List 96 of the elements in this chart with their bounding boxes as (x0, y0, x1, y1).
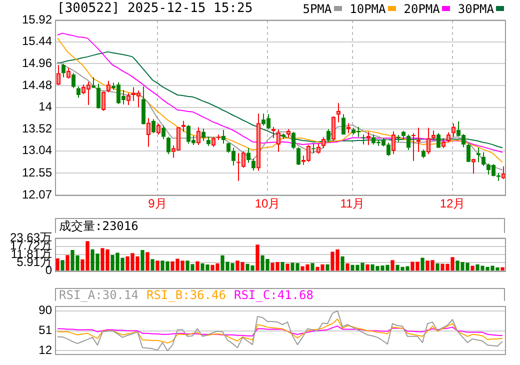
candlestick (446, 132, 450, 143)
text: RSI_B:36.46 (146, 288, 226, 302)
y-tick-label: 12.07 (22, 187, 52, 202)
bar (500, 267, 504, 271)
y-tick-label: 15.92 (22, 12, 52, 26)
y-tick-label: 13.52 (22, 121, 52, 136)
candlestick (146, 118, 150, 148)
y-tick-label: 15.44 (22, 34, 52, 48)
candlestick (482, 152, 486, 166)
candlestick (416, 127, 420, 152)
candlestick (316, 143, 320, 154)
chart-title: 成交量:23016 (59, 219, 138, 233)
x-tick-label: 10月 (254, 196, 280, 211)
y-tick-label: 14 (38, 100, 52, 114)
candlestick (476, 147, 480, 163)
bar (56, 258, 60, 271)
x-tick-label: 9月 (148, 196, 167, 211)
bar (326, 264, 330, 271)
candlestick (426, 127, 430, 155)
candlestick (72, 72, 76, 89)
candlestick (332, 116, 336, 141)
bar (196, 261, 200, 271)
candlestick (392, 130, 396, 155)
text: RSI_C:41.68 (234, 288, 314, 302)
candlestick (212, 136, 216, 148)
candlestick (202, 128, 206, 142)
candlestick (152, 118, 156, 134)
y-tick-label: 14.96 (22, 56, 52, 70)
legend-label: RSI_A:30.14 (59, 288, 138, 302)
candlestick (402, 130, 406, 140)
legend-label: 10PMA (350, 2, 386, 16)
bar (340, 256, 344, 271)
candlestick (472, 159, 476, 174)
bar (156, 260, 160, 271)
candlestick (256, 113, 260, 172)
candlestick (412, 132, 416, 162)
candlestick (252, 158, 256, 171)
y-tick-label: 13.04 (22, 143, 52, 158)
candlestick (66, 67, 70, 80)
y-tick-label: 14.48 (22, 78, 52, 92)
x-tick-label: 12月 (440, 196, 466, 211)
legend-label: 30PMA (458, 2, 494, 16)
candlestick (196, 126, 200, 146)
bar (310, 263, 314, 271)
x-tick-label: 11月 (340, 196, 365, 211)
candlestick (452, 123, 456, 138)
candlestick (406, 134, 410, 150)
y-tick-label: 0 (45, 263, 52, 278)
candlestick (62, 63, 66, 78)
candlestick (216, 134, 220, 140)
y-tick-label: 12.55 (22, 165, 52, 180)
bar (390, 260, 394, 271)
y-tick-label: 51 (38, 323, 52, 338)
y-tick-label: 90 (38, 303, 52, 318)
y-tick-label: 12 (38, 343, 52, 358)
bar (286, 264, 290, 271)
candlestick (362, 134, 366, 146)
bar (346, 263, 350, 271)
candlestick (156, 123, 160, 136)
bar (60, 260, 64, 271)
candlestick (422, 149, 426, 159)
bar (256, 244, 260, 271)
bar (420, 258, 424, 271)
bar (366, 264, 370, 271)
bar (140, 250, 144, 271)
candlestick (56, 64, 60, 85)
candlestick (272, 126, 276, 139)
candlestick (102, 92, 106, 112)
candlestick (246, 148, 250, 164)
candlestick (442, 138, 446, 149)
candlestick (342, 114, 346, 135)
bar (146, 252, 150, 271)
candlestick (436, 132, 440, 148)
candlestick (126, 92, 130, 106)
legend-label: 20PMA (404, 2, 440, 16)
candlestick (106, 80, 110, 93)
candlestick (502, 166, 506, 180)
bar (150, 259, 154, 271)
chart-title: [300522] 2025-12-15 15:25 (57, 1, 253, 16)
candlestick (206, 136, 210, 146)
bar (436, 263, 440, 271)
candlestick (96, 83, 100, 108)
bar (280, 262, 284, 271)
candlestick (466, 143, 470, 162)
candlestick (142, 86, 146, 124)
candlestick (276, 129, 280, 152)
bar (470, 266, 474, 271)
candlestick (282, 133, 286, 140)
legend-label: 5PMA (302, 2, 332, 16)
candlestick (326, 128, 330, 142)
bar (66, 255, 70, 271)
candlestick (222, 130, 226, 144)
candlestick (312, 142, 316, 154)
candlestick (286, 128, 290, 138)
candlestick (336, 102, 340, 123)
candlestick (182, 120, 186, 132)
